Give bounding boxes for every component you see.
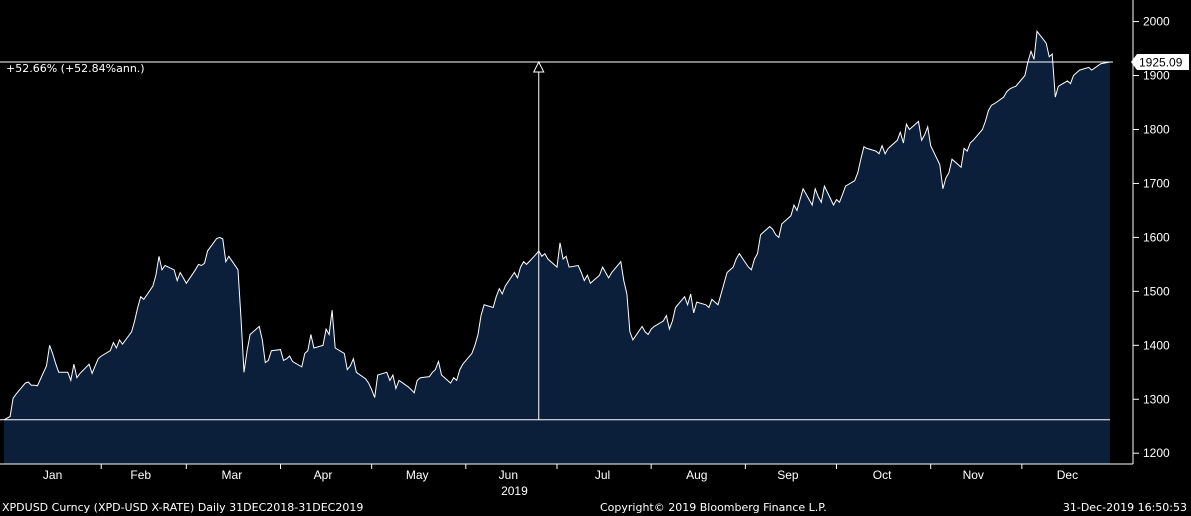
- change-label: +52.66% (+52.84%ann.): [6, 62, 145, 75]
- y-tick-label: 1700: [1143, 176, 1170, 190]
- last-price-label: 1925.09: [1139, 55, 1183, 69]
- x-tick-label: Oct: [873, 468, 892, 482]
- footer: XPDUSD Curncy (XPD-USD X-RATE) Daily 31D…: [0, 498, 1191, 516]
- y-tick-label: 1800: [1143, 122, 1170, 136]
- y-tick-label: 1400: [1143, 338, 1170, 352]
- x-tick-label: May: [406, 468, 429, 482]
- x-tick-label: Mar: [222, 468, 243, 482]
- ticker-info: XPDUSD Curncy (XPD-USD X-RATE) Daily 31D…: [2, 501, 364, 514]
- last-price-badge-shape: [1131, 53, 1189, 70]
- x-tick-label: Jun: [499, 468, 518, 482]
- y-tick-label: 1900: [1143, 69, 1170, 83]
- x-tick-label: Aug: [686, 468, 707, 482]
- y-tick-label: 2000: [1143, 15, 1170, 29]
- y-tick-label: 1500: [1143, 284, 1170, 298]
- timestamp: 31-Dec-2019 16:50:53: [1062, 501, 1187, 514]
- y-axis: 1200 1300 1400 1500 1600 1700 1800 1900 2000: [1132, 0, 1170, 464]
- price-line: [3, 30, 1111, 421]
- x-tick-label: Nov: [963, 468, 984, 482]
- x-year-label: 2019: [501, 484, 528, 498]
- y-tick-label: 1300: [1143, 392, 1170, 406]
- x-axis: Jan Feb Mar Apr May Jun Jul Aug Sep Oct Nov Dec 2019: [0, 463, 1133, 498]
- x-tick-label: Jul: [595, 468, 610, 482]
- x-tick-label: Apr: [314, 468, 333, 482]
- change-arrow: [532, 60, 545, 420]
- x-tick-label: Sep: [777, 468, 799, 482]
- x-tick-label: Feb: [130, 468, 151, 482]
- y-tick-label: 1200: [1143, 446, 1170, 460]
- price-area: [4, 31, 1110, 465]
- x-tick-label: Jan: [43, 468, 62, 482]
- last-price-badge: 1925.09: [1131, 53, 1189, 70]
- y-tick-label: 1600: [1143, 230, 1170, 244]
- change-arrow-head: [532, 60, 545, 73]
- copyright-notice: Copyright© 2019 Bloomberg Finance L.P.: [600, 501, 827, 514]
- price-chart: +52.66% (+52.84%ann.) Jan Feb Mar Apr May Jun…: [0, 0, 1191, 498]
- x-tick-label: Dec: [1057, 468, 1078, 482]
